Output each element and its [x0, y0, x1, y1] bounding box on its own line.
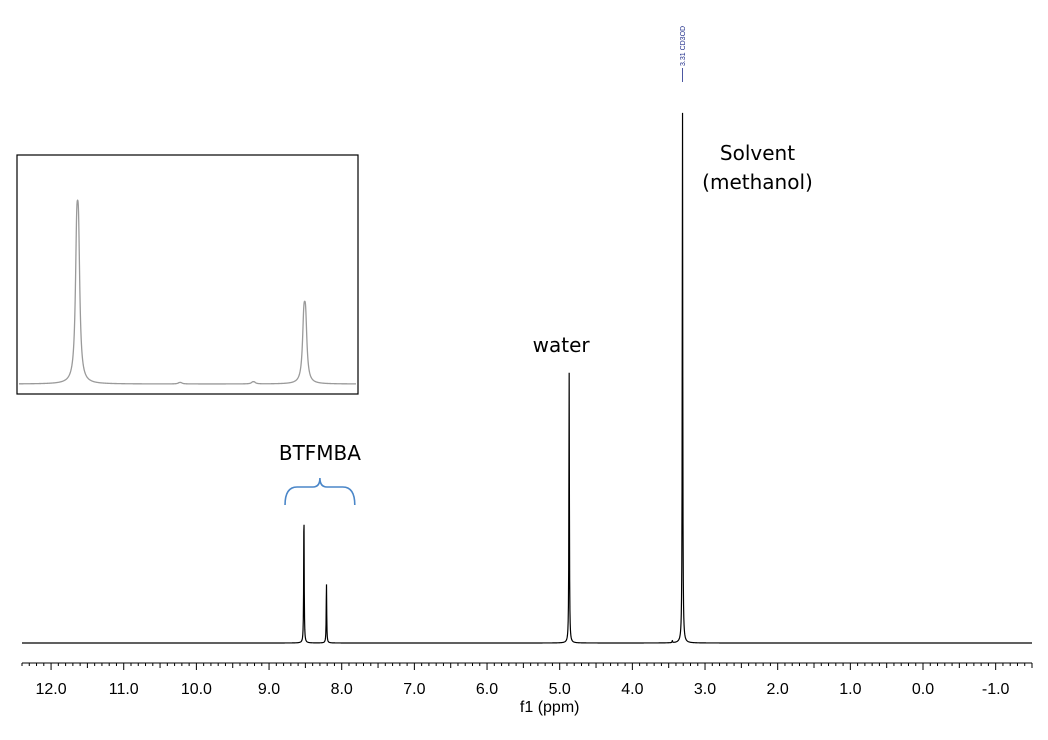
inset-frame	[16, 154, 359, 395]
annotation-btfmba: BTFMBA	[279, 441, 361, 465]
annotation-water: water	[533, 333, 591, 357]
x-tick-label: 9.0	[258, 681, 280, 698]
x-tick-label: 5.0	[549, 681, 571, 698]
annotation-methanol: (methanol)	[702, 170, 813, 194]
x-tick-label: 6.0	[476, 681, 498, 698]
x-tick-label: -1.0	[982, 681, 1010, 698]
x-tick-label: 7.0	[403, 681, 425, 698]
x-tick-label: 12.0	[35, 681, 66, 698]
inset-spectrum-line	[18, 199, 357, 385]
x-tick-label: 11.0	[109, 681, 139, 698]
x-tick-label: 1.0	[839, 681, 861, 698]
peak-label-text: 3.31 CD3OD	[680, 26, 687, 66]
x-tick-label: 8.0	[331, 681, 353, 698]
btfmba-bracket	[284, 477, 356, 506]
annotation-solvent: Solvent	[720, 141, 795, 165]
x-axis-ticks: 12.0 11.0 10.0 9.0 8.0 7.0 6.0 5.0 4.0 3.0 2.0 1.0 0…	[21, 663, 1033, 698]
spectrum-line	[22, 112, 1032, 644]
x-tick-label: 2.0	[767, 681, 789, 698]
x-tick-label: 0.0	[912, 681, 934, 698]
x-tick-label: 3.0	[694, 681, 716, 698]
x-axis-label: f1 (ppm)	[520, 699, 580, 716]
x-tick-label: 10.0	[181, 681, 212, 698]
x-tick-label: 4.0	[621, 681, 643, 698]
